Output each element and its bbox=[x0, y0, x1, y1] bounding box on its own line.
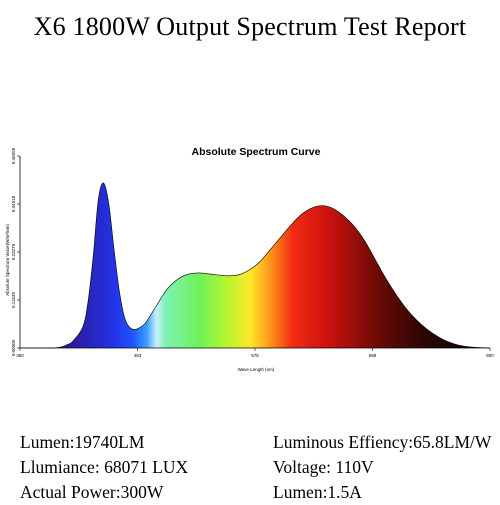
x-tick-label: 688 bbox=[369, 353, 377, 358]
x-tick-label: 800 bbox=[486, 353, 494, 358]
actual-power-value: Actual Power:300W bbox=[20, 482, 164, 502]
y-tick-label: 0.00000 bbox=[11, 339, 16, 356]
x-tick-label: 350 bbox=[16, 353, 24, 358]
spectrum-chart: Absolute Spectrum Curve 350 463 575 688 800 … bbox=[5, 146, 494, 372]
y-axis-ticks: 0.00000 0.11639 0.23279 0.34918 0.46558 bbox=[11, 147, 20, 356]
current-value: Lumen:1.5A bbox=[273, 482, 362, 502]
specs-right: Luminous Effiency:65.8LM/W Voltage: 110V… bbox=[273, 430, 491, 505]
y-tick-label: 0.34918 bbox=[11, 195, 16, 212]
y-tick-label: 0.46558 bbox=[11, 147, 16, 164]
chart-title: Absolute Spectrum Curve bbox=[192, 146, 321, 158]
y-tick-label: 0.23279 bbox=[11, 243, 16, 260]
x-tick-label: 575 bbox=[251, 353, 259, 358]
illuminance-value: Llumiance: 68071 LUX bbox=[20, 457, 189, 477]
x-axis-ticks: 350 463 575 688 800 bbox=[16, 348, 494, 358]
x-axis-label: Wave Length (nm) bbox=[238, 367, 275, 372]
lumen-value: Lumen:19740LM bbox=[20, 432, 145, 452]
report-title: X6 1800W Output Spectrum Test Report bbox=[33, 12, 467, 41]
spectrum-area bbox=[20, 182, 490, 348]
voltage-value: Voltage: 110V bbox=[273, 457, 374, 477]
y-axis-label: Absolute Spectrum Value(W/m²/nm) bbox=[5, 224, 10, 296]
y-tick-label: 0.11639 bbox=[11, 292, 16, 308]
specs-left: Lumen:19740LM Llumiance: 68071 LUX Actua… bbox=[20, 430, 188, 505]
spectrum-line bbox=[19, 182, 491, 349]
efficiency-value: Luminous Effiency:65.8LM/W bbox=[273, 432, 492, 452]
x-tick-label: 463 bbox=[134, 353, 142, 358]
